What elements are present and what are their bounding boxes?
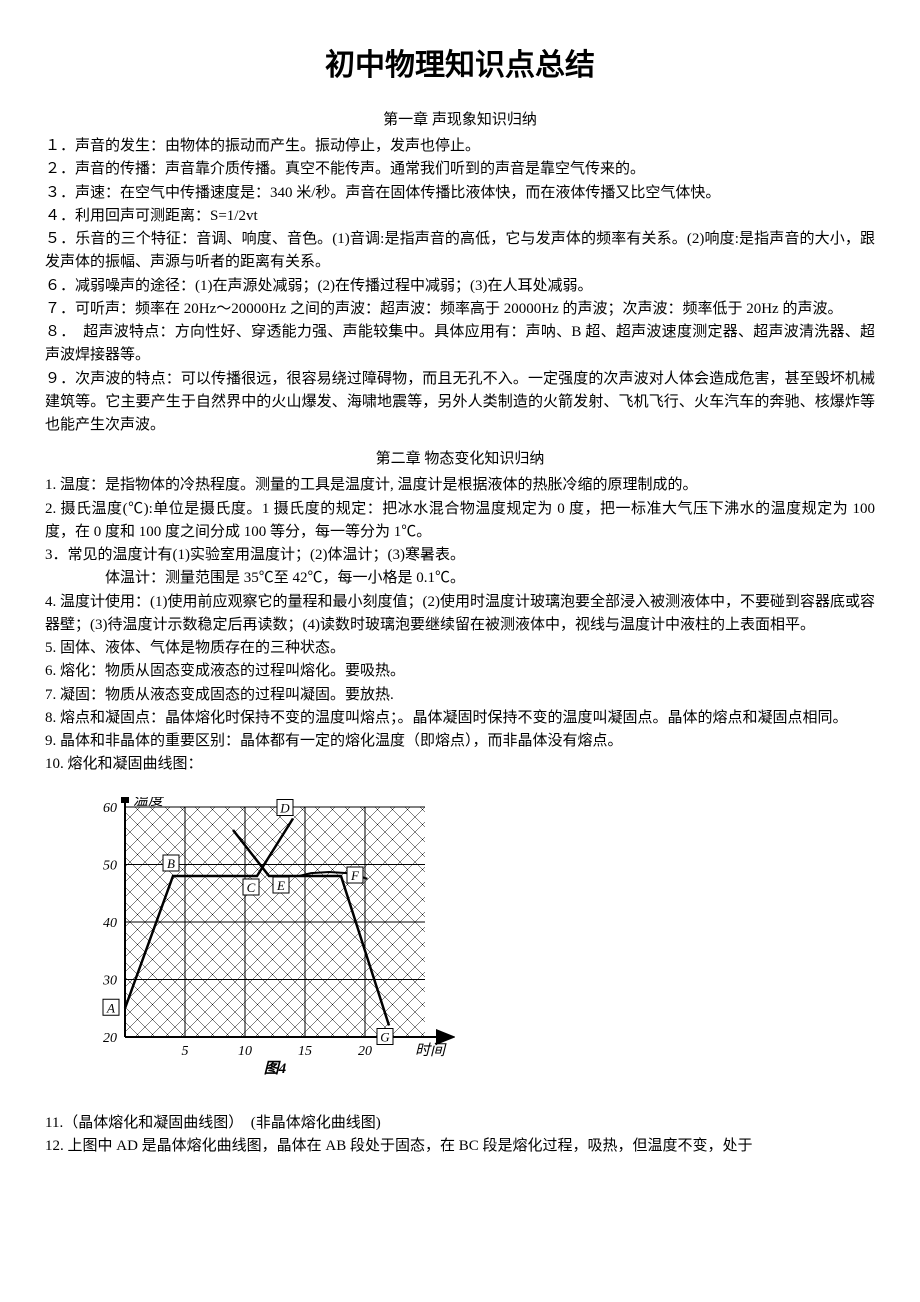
svg-text:时间: 时间 — [415, 1042, 447, 1059]
ch2-p12: 12. 上图中 AD 是晶体熔化曲线图，晶体在 AB 段处于固态，在 BC 段是… — [45, 1135, 875, 1158]
ch1-p9: ９．次声波的特点：可以传播很远，很容易绕过障碍物，而且无孔不入。一定强度的次声波… — [45, 368, 875, 438]
ch1-p5: ５．乐音的三个特征：音调、响度、音色。(1)音调:是指声音的高低，它与发声体的频… — [45, 228, 875, 275]
chapter2-heading: 第二章 物态变化知识归纳 — [45, 447, 875, 468]
ch2-p9: 9. 晶体和非晶体的重要区别：晶体都有一定的熔化温度（即熔点），而非晶体没有熔点… — [45, 730, 875, 753]
ch2-p4: 4. 温度计使用：(1)使用前应观察它的量程和最小刻度值；(2)使用时温度计玻璃… — [45, 591, 875, 638]
svg-text:10: 10 — [238, 1044, 252, 1059]
svg-text:5: 5 — [182, 1044, 189, 1059]
svg-text:40: 40 — [103, 916, 117, 931]
ch2-p10: 10. 熔化和凝固曲线图： — [45, 753, 875, 776]
ch2-p6: 6. 熔化：物质从固态变成液态的过程叫熔化。要吸热。 — [45, 660, 875, 683]
svg-text:D: D — [279, 800, 290, 815]
svg-text:图4: 图4 — [264, 1060, 287, 1077]
svg-text:15: 15 — [298, 1044, 312, 1059]
svg-text:60: 60 — [103, 801, 117, 816]
chapter1-heading: 第一章 声现象知识归纳 — [45, 108, 875, 129]
svg-text:30: 30 — [102, 973, 117, 988]
ch1-p3: ３．声速：在空气中传播速度是：340 米/秒。声音在固体传播比液体快，而在液体传… — [45, 182, 875, 205]
ch2-p1: 1. 温度：是指物体的冷热程度。测量的工具是温度计, 温度计是根据液体的热胀冷缩… — [45, 474, 875, 497]
chart-svg: 20 30 40 50 60 5 10 15 20 温度时间 A B C D E F G 图4 — [75, 797, 455, 1077]
doc-title: 初中物理知识点总结 — [45, 40, 875, 84]
svg-text:50: 50 — [103, 858, 117, 873]
ch1-p1: １．声音的发生：由物体的振动而产生。振动停止，发声也停止。 — [45, 135, 875, 158]
ch2-p5: 5. 固体、液体、气体是物质存在的三种状态。 — [45, 637, 875, 660]
ch1-p4: ４．利用回声可测距离：S=1/2vt — [45, 205, 875, 228]
svg-text:C: C — [247, 880, 256, 895]
svg-text:20: 20 — [103, 1031, 117, 1046]
ch2-p11: 11.（晶体熔化和凝固曲线图） (非晶体熔化曲线图) — [45, 1112, 875, 1135]
svg-text:A: A — [106, 1000, 115, 1015]
svg-text:20: 20 — [358, 1044, 372, 1059]
ch2-p7: 7. 凝固：物质从液态变成固态的过程叫凝固。要放热. — [45, 684, 875, 707]
svg-text:E: E — [276, 878, 285, 893]
svg-text:温度: 温度 — [133, 797, 165, 809]
ch1-p2: ２．声音的传播：声音靠介质传播。真空不能传声。通常我们听到的声音是靠空气传来的。 — [45, 158, 875, 181]
melting-curve-chart: 20 30 40 50 60 5 10 15 20 温度时间 A B C D E F G 图4 — [75, 797, 875, 1082]
ch1-p6: ６．减弱噪声的途径：(1)在声源处减弱；(2)在传播过程中减弱；(3)在人耳处减… — [45, 275, 875, 298]
svg-text:G: G — [380, 1029, 390, 1044]
ch1-p7: ７．可听声：频率在 20Hz～20000Hz 之间的声波：超声波：频率高于 20… — [45, 298, 875, 321]
ch2-p3: 3．常见的温度计有(1)实验室用温度计；(2)体温计；(3)寒暑表。 — [45, 544, 875, 567]
ch2-p8: 8. 熔点和凝固点：晶体熔化时保持不变的温度叫熔点；。晶体凝固时保持不变的温度叫… — [45, 707, 875, 730]
ch1-p8: ８． 超声波特点：方向性好、穿透能力强、声能较集中。具体应用有：声呐、B 超、超… — [45, 321, 875, 368]
svg-text:B: B — [167, 856, 175, 871]
ch2-p2: 2. 摄氏温度(℃):单位是摄氏度。1 摄氏度的规定：把冰水混合物温度规定为 0… — [45, 498, 875, 545]
svg-text:F: F — [350, 868, 360, 883]
ch2-p3b: 体温计：测量范围是 35℃至 42℃，每一小格是 0.1℃。 — [45, 567, 875, 590]
